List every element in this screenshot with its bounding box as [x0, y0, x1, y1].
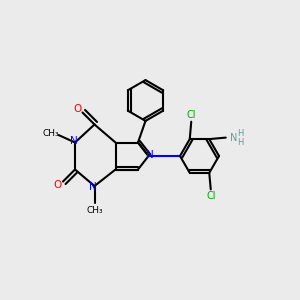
Text: H: H: [238, 129, 244, 138]
Text: N: N: [146, 149, 154, 160]
Text: N: N: [89, 182, 97, 192]
Text: O: O: [73, 104, 81, 115]
Text: CH₃: CH₃: [43, 129, 59, 138]
Text: N: N: [70, 136, 77, 146]
Text: N: N: [230, 133, 238, 142]
Text: O: O: [53, 179, 62, 190]
Text: Cl: Cl: [206, 191, 216, 201]
Text: H: H: [238, 138, 244, 147]
Text: CH₃: CH₃: [86, 206, 103, 215]
Text: Cl: Cl: [187, 110, 196, 120]
